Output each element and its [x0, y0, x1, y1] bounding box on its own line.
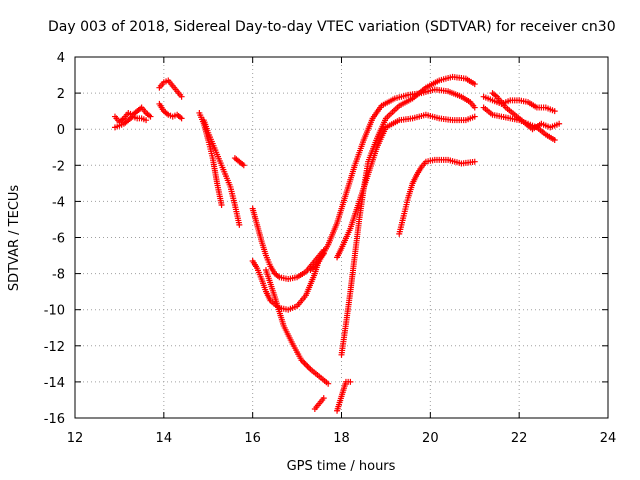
data-point	[178, 93, 185, 100]
y-tick-label: 2	[57, 87, 65, 102]
data-point	[347, 378, 354, 385]
series-pass-1	[111, 104, 154, 125]
x-tick-label: 12	[67, 431, 84, 446]
y-tick-label: -2	[52, 159, 65, 174]
series-pass-2	[111, 113, 150, 131]
data-point	[143, 117, 150, 124]
series-pass-8	[249, 205, 327, 283]
data-point	[471, 104, 478, 111]
y-tick-label: -4	[52, 195, 65, 210]
data-point	[240, 162, 247, 169]
series-pass-6	[200, 117, 243, 228]
y-tick-label: 0	[57, 123, 65, 138]
x-axis-label: GPS time / hours	[287, 459, 396, 474]
grid	[75, 57, 608, 418]
series-pass-11	[311, 395, 327, 412]
y-tick-label: -16	[44, 412, 65, 427]
y-tick-label: -8	[52, 268, 65, 283]
data-point	[320, 395, 327, 402]
data-point	[471, 81, 478, 88]
data-point	[471, 113, 478, 120]
data-point	[325, 380, 332, 387]
x-tick-label: 16	[244, 431, 261, 446]
series-pass-15	[334, 378, 354, 414]
y-tick-label: -10	[44, 304, 65, 319]
chart-title: Day 003 of 2018, Sidereal Day-to-day VTE…	[48, 19, 616, 35]
x-tick-label: 20	[422, 431, 439, 446]
series-pass-19	[489, 90, 563, 133]
data-point	[551, 108, 558, 115]
y-axis-label: SDTVAR / TECUs	[7, 185, 22, 292]
series-pass-10	[262, 266, 332, 387]
data-point	[178, 115, 185, 122]
x-tick-label: 14	[156, 431, 173, 446]
data-point	[471, 158, 478, 165]
data-point	[218, 202, 225, 209]
x-tick-label: 18	[333, 431, 350, 446]
series-pass-14	[338, 73, 478, 358]
x-tick-label: 24	[600, 431, 617, 446]
y-tick-label: -14	[44, 376, 65, 391]
data-point	[236, 221, 243, 228]
data-point	[556, 120, 563, 127]
series-pass-17	[480, 93, 558, 115]
series-pass-7	[231, 155, 247, 169]
y-tick-label: 4	[57, 51, 65, 66]
data-marks	[111, 73, 563, 414]
data-point	[147, 113, 154, 120]
x-tick-label: 22	[511, 431, 528, 446]
series-pass-9	[249, 250, 327, 313]
series-pass-3	[156, 77, 185, 100]
y-tick-label: -6	[52, 232, 65, 247]
series-pass-5	[196, 109, 225, 209]
series-pass-4	[156, 100, 185, 122]
data-point	[551, 137, 558, 144]
y-tick-label: -12	[44, 340, 65, 355]
series-pass-16	[396, 156, 478, 237]
